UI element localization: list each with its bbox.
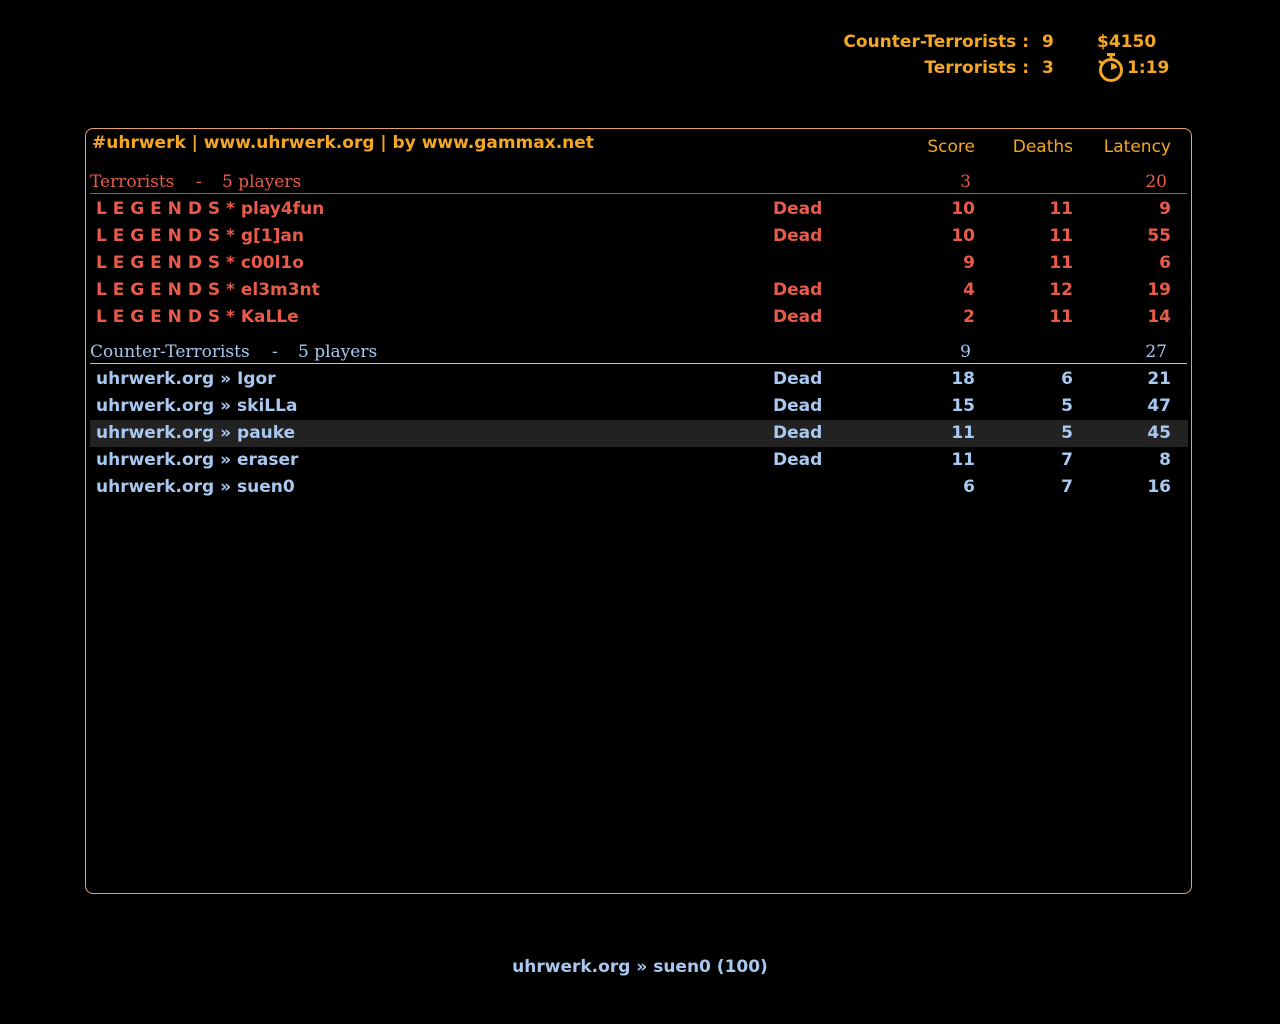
- player-name: uhrwerk.org » suen0: [96, 477, 295, 497]
- counter-terrorists-team-header: Counter-Terrorists - 5 players 9 27: [90, 342, 1187, 364]
- player-name: uhrwerk.org » skiLLa: [96, 396, 298, 416]
- player-deaths: 11: [1049, 226, 1073, 246]
- player-name: L E G E N D S * g[1]an: [96, 226, 304, 246]
- player-latency: 14: [1147, 307, 1171, 327]
- player-status: Dead: [773, 423, 823, 443]
- player-name: uhrwerk.org » eraser: [96, 450, 299, 470]
- terrorists-team-header: Terrorists - 5 players 3 20: [90, 172, 1187, 194]
- player-name: uhrwerk.org » pauke: [96, 423, 296, 443]
- counter-terrorists-player-count: 5 players: [298, 342, 378, 362]
- player-latency: 21: [1147, 369, 1171, 389]
- t-score-value: 3: [1042, 58, 1054, 78]
- player-row[interactable]: L E G E N D S * KaLLe Dead 2 11 14: [90, 304, 1188, 331]
- terrorists-player-count: 5 players: [222, 172, 302, 192]
- player-name: L E G E N D S * KaLLe: [96, 307, 299, 327]
- counter-terrorists-team-latency: 27: [1145, 342, 1167, 362]
- player-status: Dead: [773, 450, 823, 470]
- player-row[interactable]: uhrwerk.org » eraser Dead 11 7 8: [90, 447, 1188, 474]
- player-row[interactable]: L E G E N D S * el3m3nt Dead 4 12 19: [90, 277, 1188, 304]
- player-row[interactable]: uhrwerk.org » suen0 6 7 16: [90, 474, 1188, 501]
- player-latency: 9: [1159, 199, 1171, 219]
- player-latency: 16: [1147, 477, 1171, 497]
- player-name: L E G E N D S * c00l1o: [96, 253, 304, 273]
- player-row[interactable]: L E G E N D S * g[1]an Dead 10 11 55: [90, 223, 1188, 250]
- player-score: 15: [951, 396, 975, 416]
- player-deaths: 7: [1061, 477, 1073, 497]
- player-score: 2: [963, 307, 975, 327]
- player-deaths: 12: [1049, 280, 1073, 300]
- player-row[interactable]: uhrwerk.org » pauke Dead 11 5 45: [90, 420, 1188, 447]
- player-row[interactable]: uhrwerk.org » skiLLa Dead 15 5 47: [90, 393, 1188, 420]
- player-name: uhrwerk.org » Igor: [96, 369, 276, 389]
- player-status: Dead: [773, 369, 823, 389]
- player-score: 10: [951, 226, 975, 246]
- deaths-column-header: Deaths: [1012, 137, 1073, 157]
- player-row[interactable]: L E G E N D S * play4fun Dead 10 11 9: [90, 196, 1188, 223]
- player-status: Dead: [773, 280, 823, 300]
- terrorists-team-name: Terrorists: [90, 172, 175, 192]
- player-score: 11: [951, 423, 975, 443]
- player-score: 4: [963, 280, 975, 300]
- player-deaths: 11: [1049, 199, 1073, 219]
- player-latency: 45: [1147, 423, 1171, 443]
- player-score: 18: [951, 369, 975, 389]
- player-deaths: 6: [1061, 369, 1073, 389]
- terrorists-team-latency: 20: [1145, 172, 1167, 192]
- player-deaths: 5: [1061, 423, 1073, 443]
- money-display: $4150: [1097, 32, 1157, 52]
- player-deaths: 11: [1049, 253, 1073, 273]
- latency-column-header: Latency: [1103, 137, 1171, 157]
- player-latency: 47: [1147, 396, 1171, 416]
- player-score: 6: [963, 477, 975, 497]
- counter-terrorists-team-score: 9: [960, 342, 971, 362]
- player-status: Dead: [773, 396, 823, 416]
- player-status: Dead: [773, 226, 823, 246]
- round-timer: 1:19: [1127, 58, 1170, 78]
- player-score: 9: [963, 253, 975, 273]
- player-score: 10: [951, 199, 975, 219]
- team-header-dash: -: [196, 172, 202, 192]
- counter-terrorists-team-name: Counter-Terrorists: [90, 342, 250, 362]
- scoreboard-panel: #uhrwerk | www.uhrwerk.org | by www.gamm…: [85, 128, 1192, 894]
- score-column-header: Score: [927, 137, 975, 157]
- player-latency: 55: [1147, 226, 1171, 246]
- player-latency: 6: [1159, 253, 1171, 273]
- stopwatch-icon: [1096, 52, 1126, 87]
- player-name: L E G E N D S * play4fun: [96, 199, 325, 219]
- t-score-label: Terrorists :: [924, 58, 1029, 78]
- ct-score-value: 9: [1042, 32, 1054, 52]
- player-deaths: 11: [1049, 307, 1073, 327]
- ct-score-label: Counter-Terrorists :: [843, 32, 1029, 52]
- player-status: Dead: [773, 307, 823, 327]
- player-latency: 19: [1147, 280, 1171, 300]
- player-status: Dead: [773, 199, 823, 219]
- player-latency: 8: [1159, 450, 1171, 470]
- spectator-target-label: uhrwerk.org » suen0 (100): [512, 957, 768, 977]
- player-score: 11: [951, 450, 975, 470]
- team-score-hud: Counter-Terrorists : 9 $4150 Terrorists …: [0, 0, 1280, 90]
- server-title: #uhrwerk | www.uhrwerk.org | by www.gamm…: [92, 133, 594, 153]
- player-deaths: 5: [1061, 396, 1073, 416]
- terrorists-team-score: 3: [960, 172, 971, 192]
- player-name: L E G E N D S * el3m3nt: [96, 280, 320, 300]
- player-row[interactable]: uhrwerk.org » Igor Dead 18 6 21: [90, 366, 1188, 393]
- player-deaths: 7: [1061, 450, 1073, 470]
- team-header-dash: -: [272, 342, 278, 362]
- player-row[interactable]: L E G E N D S * c00l1o 9 11 6: [90, 250, 1188, 277]
